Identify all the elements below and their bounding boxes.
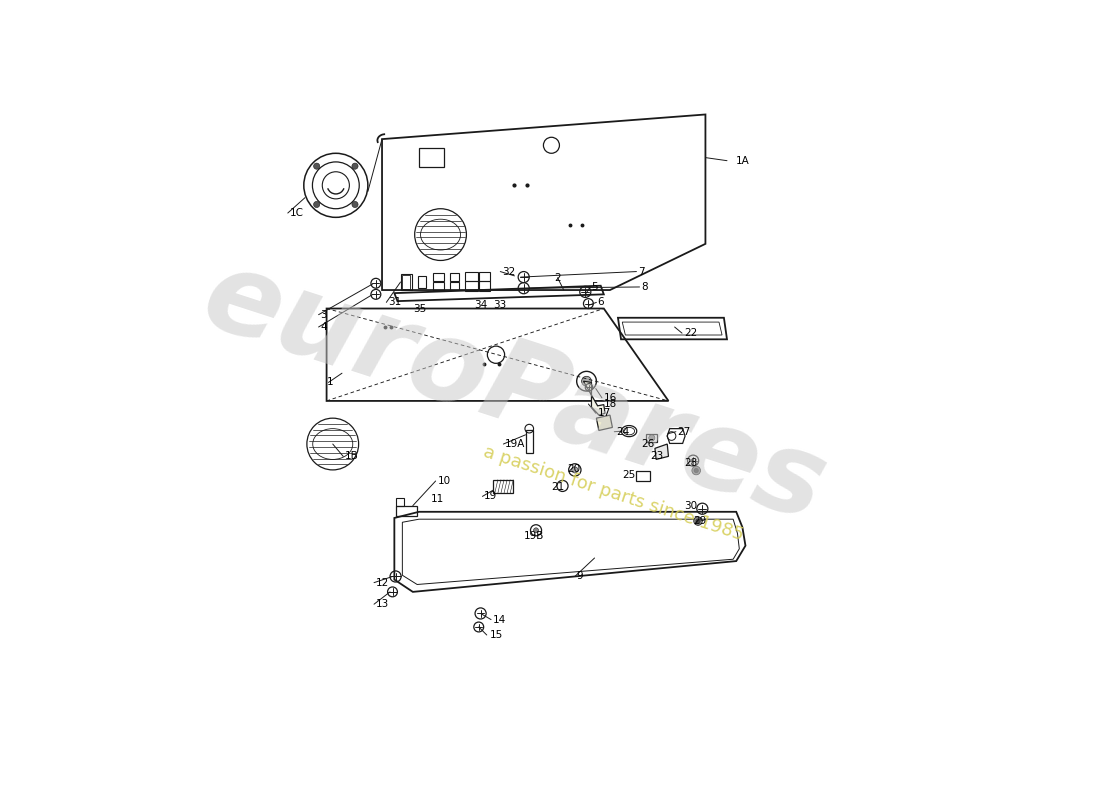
Text: 12: 12 bbox=[376, 578, 389, 588]
Text: 20: 20 bbox=[566, 464, 580, 474]
Circle shape bbox=[694, 468, 698, 473]
Bar bbox=[480, 271, 491, 281]
Polygon shape bbox=[596, 415, 613, 430]
Text: 19B: 19B bbox=[524, 531, 544, 542]
Text: 19: 19 bbox=[484, 491, 497, 502]
Text: 19A: 19A bbox=[505, 439, 526, 449]
Text: 27: 27 bbox=[678, 426, 691, 437]
Bar bbox=[450, 282, 459, 290]
Bar bbox=[432, 282, 443, 290]
Text: 10: 10 bbox=[438, 476, 451, 486]
Text: 30: 30 bbox=[684, 501, 697, 510]
Bar bbox=[418, 276, 427, 288]
Circle shape bbox=[692, 466, 701, 475]
Bar bbox=[450, 274, 459, 282]
Text: 8: 8 bbox=[640, 282, 648, 292]
Text: 1A: 1A bbox=[736, 156, 750, 166]
Text: 23: 23 bbox=[650, 451, 663, 462]
Text: 4: 4 bbox=[320, 322, 327, 332]
Text: 35: 35 bbox=[412, 303, 426, 314]
Circle shape bbox=[572, 467, 578, 473]
Text: 31: 31 bbox=[388, 298, 401, 307]
Circle shape bbox=[696, 519, 701, 523]
Text: 2: 2 bbox=[554, 273, 561, 282]
Text: 5: 5 bbox=[592, 282, 598, 292]
Text: 1B: 1B bbox=[345, 451, 359, 462]
Text: 22: 22 bbox=[684, 328, 697, 338]
Text: 14: 14 bbox=[493, 614, 506, 625]
Text: 6: 6 bbox=[597, 298, 604, 307]
Circle shape bbox=[694, 517, 703, 526]
Text: 3: 3 bbox=[320, 310, 327, 320]
Circle shape bbox=[534, 528, 539, 533]
Bar bbox=[402, 275, 410, 289]
Text: 25: 25 bbox=[623, 470, 636, 480]
Circle shape bbox=[352, 202, 359, 207]
Text: 13: 13 bbox=[376, 599, 389, 610]
Polygon shape bbox=[583, 382, 605, 415]
Text: 34: 34 bbox=[474, 301, 487, 310]
Bar bbox=[464, 282, 478, 290]
Circle shape bbox=[314, 163, 320, 170]
Text: 15: 15 bbox=[490, 630, 503, 640]
Bar bbox=[526, 430, 534, 454]
Text: 26: 26 bbox=[640, 439, 654, 449]
Bar bbox=[400, 274, 411, 290]
Text: 1: 1 bbox=[327, 378, 333, 387]
Bar bbox=[637, 471, 650, 481]
Bar bbox=[419, 148, 443, 167]
Text: 1C: 1C bbox=[289, 208, 304, 218]
Circle shape bbox=[649, 435, 654, 441]
Circle shape bbox=[314, 202, 320, 207]
Text: 33: 33 bbox=[493, 301, 506, 310]
Bar bbox=[480, 282, 491, 290]
Circle shape bbox=[352, 163, 359, 170]
Circle shape bbox=[582, 376, 592, 386]
Text: 11: 11 bbox=[431, 494, 444, 505]
Text: 7: 7 bbox=[638, 266, 645, 277]
Bar bbox=[493, 480, 513, 494]
Text: 21: 21 bbox=[551, 482, 564, 492]
Bar bbox=[464, 271, 478, 281]
Text: a passion for parts since 1985: a passion for parts since 1985 bbox=[481, 442, 746, 544]
Text: 29: 29 bbox=[693, 516, 706, 526]
Bar bbox=[396, 498, 404, 506]
Text: 32: 32 bbox=[502, 266, 516, 277]
Bar bbox=[647, 434, 658, 442]
Text: 18: 18 bbox=[604, 399, 617, 409]
Text: 17: 17 bbox=[597, 408, 611, 418]
Text: 16: 16 bbox=[604, 393, 617, 403]
Polygon shape bbox=[654, 444, 669, 459]
Text: 9: 9 bbox=[576, 571, 583, 582]
Text: euroPares: euroPares bbox=[189, 239, 839, 545]
Text: 24: 24 bbox=[616, 426, 629, 437]
Text: 28: 28 bbox=[684, 458, 697, 467]
Bar bbox=[432, 274, 443, 282]
